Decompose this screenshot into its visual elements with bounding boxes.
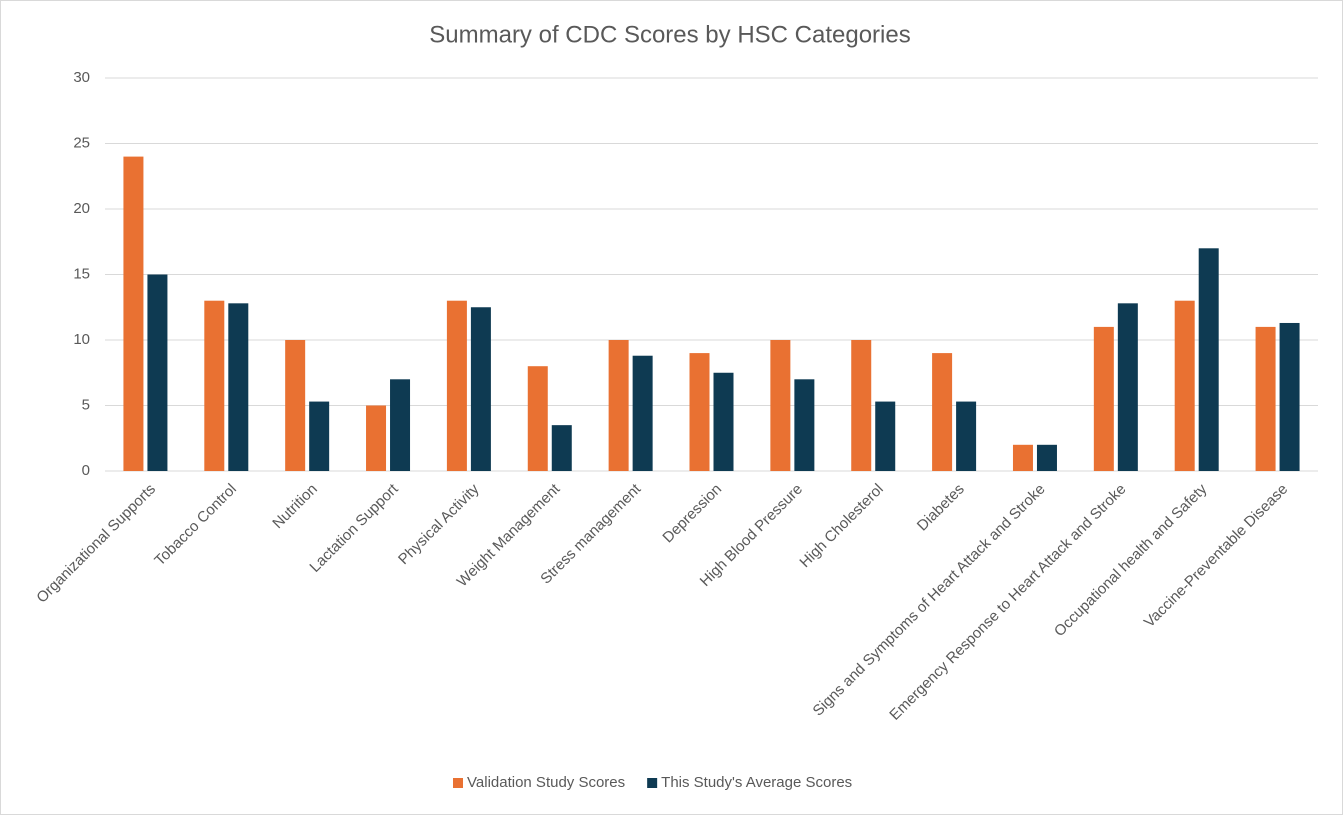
chart-title: Summary of CDC Scores by HSC Categories [429, 21, 910, 48]
bar [1174, 300, 1195, 471]
bar [851, 340, 872, 471]
bar [956, 401, 977, 471]
y-tick-label: 30 [73, 69, 90, 86]
bar [285, 340, 306, 471]
bar [1117, 303, 1138, 471]
legend-swatch [453, 778, 463, 788]
y-tick-label: 0 [82, 462, 90, 479]
legend-label: This Study's Average Scores [661, 774, 852, 791]
bar [632, 355, 653, 471]
bar [446, 300, 467, 471]
bar [1036, 444, 1057, 471]
bar [1093, 326, 1114, 471]
legend-swatch [647, 778, 658, 788]
bar [794, 379, 815, 471]
bar [770, 340, 791, 471]
y-tick-label: 15 [73, 265, 90, 282]
bar [689, 353, 710, 471]
bar [1255, 326, 1276, 471]
bar [713, 372, 734, 471]
bar [147, 274, 168, 471]
bar [123, 156, 144, 471]
bar [932, 353, 953, 471]
y-tick-label: 10 [73, 331, 90, 348]
bar [875, 401, 896, 471]
y-tick-label: 20 [73, 200, 90, 217]
y-tick-label: 25 [73, 134, 90, 151]
bar [608, 340, 629, 471]
bar [366, 405, 387, 471]
bar [309, 401, 330, 471]
legend-label: Validation Study Scores [467, 774, 625, 791]
bar [390, 379, 411, 471]
bar [551, 425, 572, 471]
bar [204, 300, 225, 471]
bar [228, 303, 249, 471]
y-tick-label: 5 [82, 396, 90, 413]
bar [470, 307, 491, 471]
bar [1012, 444, 1033, 471]
bar [1279, 322, 1300, 471]
bar [527, 366, 548, 471]
bar [1198, 248, 1219, 471]
